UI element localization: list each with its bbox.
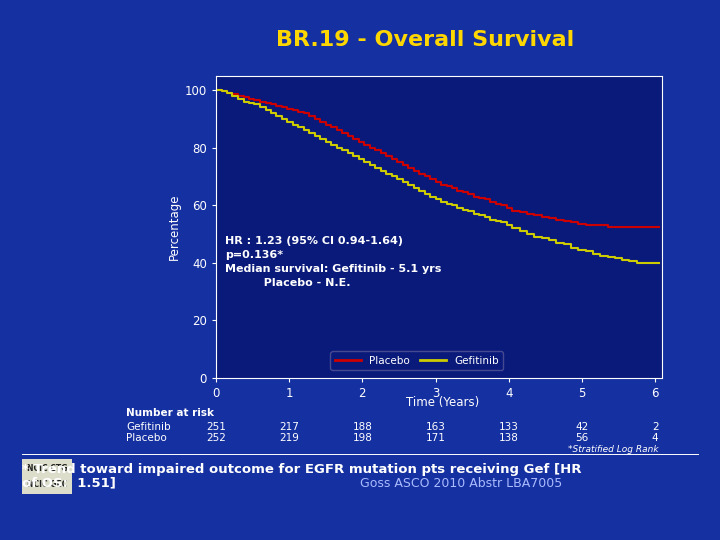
Text: *Stratified Log Rank: *Stratified Log Rank xyxy=(568,445,659,454)
Text: 42: 42 xyxy=(575,422,588,431)
Text: 198: 198 xyxy=(352,434,372,443)
Text: * Trend toward impaired outcome for EGFR mutation pts receiving Gef [HR: * Trend toward impaired outcome for EGFR… xyxy=(22,463,581,476)
Text: 133: 133 xyxy=(499,422,518,431)
Text: Placebo: Placebo xyxy=(126,434,167,443)
Text: Gefitinib: Gefitinib xyxy=(126,422,171,431)
Text: NCIC CTG: NCIC CTG xyxy=(27,464,67,474)
Legend: Placebo, Gefitinib: Placebo, Gefitinib xyxy=(330,352,503,370)
Text: of OS:  1.51]: of OS: 1.51] xyxy=(22,477,115,490)
Text: HR : 1.23 (95% CI 0.94-1.64)
p=0.136*
Median survival: Gefitinib - 5.1 yrs
     : HR : 1.23 (95% CI 0.94-1.64) p=0.136* Me… xyxy=(225,236,441,288)
Text: 188: 188 xyxy=(352,422,372,431)
Text: Time (Years): Time (Years) xyxy=(406,396,480,409)
Text: 219: 219 xyxy=(279,434,299,443)
Text: 138: 138 xyxy=(499,434,518,443)
Text: Number at risk: Number at risk xyxy=(126,408,214,418)
Text: 171: 171 xyxy=(426,434,446,443)
Y-axis label: Percentage: Percentage xyxy=(168,193,181,260)
Text: BR.19 - Overall Survival: BR.19 - Overall Survival xyxy=(276,30,574,51)
Text: Goss ASCO 2010 Abstr LBA7005: Goss ASCO 2010 Abstr LBA7005 xyxy=(360,477,562,490)
Text: 252: 252 xyxy=(206,434,226,443)
Text: 4: 4 xyxy=(652,434,658,443)
Text: 217: 217 xyxy=(279,422,299,431)
Text: 56: 56 xyxy=(575,434,588,443)
Text: 2: 2 xyxy=(652,422,658,431)
Text: 163: 163 xyxy=(426,422,446,431)
Text: 251: 251 xyxy=(206,422,226,431)
Text: NCIC GEC: NCIC GEC xyxy=(27,480,67,489)
